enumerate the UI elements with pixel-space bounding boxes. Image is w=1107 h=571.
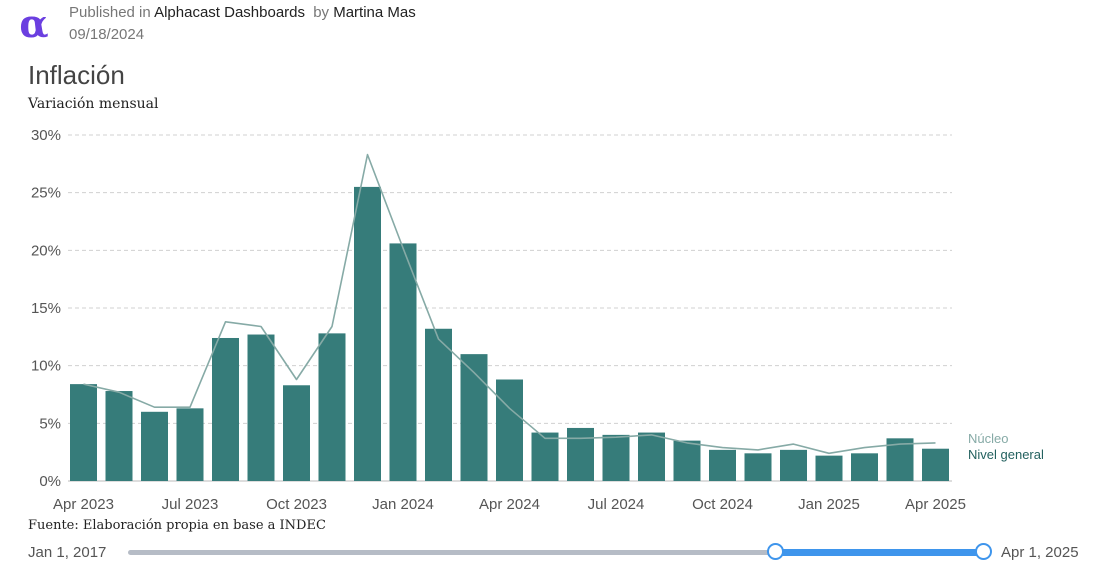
inflation-chart: 0% 5% 10% 15% 20% 25% 30% Apr 2023 Jul 2023 Oct 2… [31,127,1044,513]
bar-may-2024 [531,432,559,481]
bar-dec-2024 [780,449,807,481]
bar-jan-2025 [815,455,843,481]
x-tick-label: Jul 2024 [588,496,645,513]
date-range-end-handle[interactable] [975,543,992,560]
bar-oct-2024 [709,449,736,481]
slider-start-label: Jan 1, 2017 [28,544,107,561]
publication-link[interactable]: Alphacast Dashboards [154,4,306,21]
legend-nivel-general: Nivel general [968,447,1044,462]
y-tick-label: 15% [31,300,61,317]
chart-subtitle: Variación mensual [28,96,159,112]
bar-jun-2024 [567,427,594,481]
y-tick-label: 25% [31,185,61,202]
x-tick-label: Apr 2023 [53,496,114,513]
x-tick-label: Jan 2024 [372,496,434,513]
nucleo-line [83,153,936,455]
x-tick-label: Jan 2025 [798,496,860,513]
header: α Published in Alphacast Dashboards by M… [0,0,1107,50]
bar-jun-2023 [141,411,168,481]
bar-apr-2023 [70,384,97,481]
bar-aug-2024 [638,432,665,481]
y-tick-label: 10% [31,358,61,375]
date-range-selection[interactable] [775,549,984,556]
x-tick-label: Apr 2024 [479,496,540,513]
bar-jul-2023 [176,408,204,481]
y-tick-label: 20% [31,242,61,259]
bar-apr-2025 [922,448,949,481]
x-tick-label: Apr 2025 [905,496,966,513]
chart-title: Inflación [28,60,125,90]
bar-nov-2024 [744,453,772,481]
slider-end-label: Apr 1, 2025 [1001,544,1079,561]
date-range-track[interactable] [128,550,984,555]
bar-aug-2023 [212,337,239,481]
bar-may-2023 [105,391,133,481]
y-tick-label: 30% [31,127,61,144]
bar-feb-2024 [425,328,452,481]
y-tick-label: 5% [39,415,61,432]
y-tick-label: 0% [39,473,61,490]
x-tick-label: Oct 2023 [266,496,327,513]
bar-apr-2024 [496,379,523,481]
by-prefix: by [313,4,330,21]
bar-jul-2024 [602,434,630,481]
x-tick-label: Oct 2024 [692,496,753,513]
date-range-start-handle[interactable] [767,543,784,560]
chart-source: Fuente: Elaboración propia en base a IND… [28,518,326,533]
alphacast-logo-icon[interactable]: α [19,1,49,46]
legend-nucleo: Núcleo [968,431,1008,446]
publication-line: Published in Alphacast Dashboards by Mar… [69,4,416,21]
bar-dec-2023 [354,186,381,481]
published-prefix: Published in [69,4,151,21]
bar-oct-2023 [283,385,310,481]
publish-date: 09/18/2024 [69,26,145,43]
author-link[interactable]: Martina Mas [333,4,416,21]
bar-mar-2024 [460,354,488,481]
bar-feb-2025 [851,453,878,481]
x-tick-label: Jul 2023 [162,496,219,513]
bar-sep-2023 [247,334,275,481]
bar-jan-2024 [389,243,417,481]
bar-sep-2024 [673,440,701,481]
bar-nov-2023 [318,333,346,481]
